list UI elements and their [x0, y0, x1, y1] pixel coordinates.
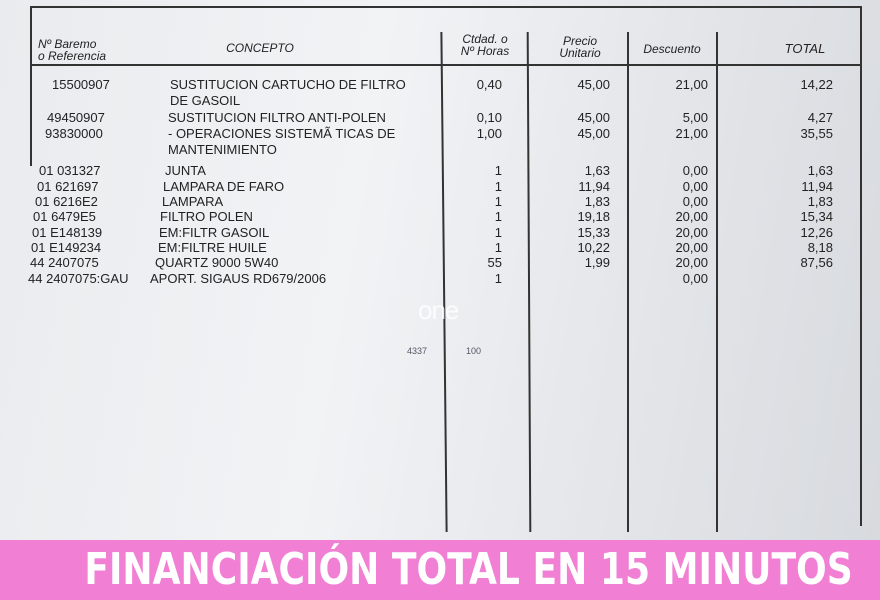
ctdad-cell: 1,00: [476, 126, 502, 141]
precio-cell: 45,00: [577, 110, 610, 125]
header-precio: Precio Unitario: [559, 34, 601, 60]
precio-cell: 11,94: [578, 179, 610, 194]
ref-cell: 01 621697: [37, 179, 99, 194]
precio-cell: 19,18: [577, 209, 610, 224]
concepto-cell: DE GASOIL: [170, 93, 241, 108]
header-descuento: Descuento: [643, 42, 701, 56]
ctdad-cell: 1: [494, 163, 502, 178]
total-cell: 15,34: [800, 209, 833, 224]
total-cell: 1,83: [807, 194, 833, 209]
banner-text: FINANCIACIÓN TOTAL EN 15 MINUTOS: [84, 544, 853, 595]
table-top-border: [30, 6, 862, 8]
invoice-paper: Nº Baremo o Referencia CONCEPTO Ctdad. o…: [0, 0, 880, 540]
concepto-cell: EM:FILTR GASOIL: [159, 225, 270, 240]
descuento-cell: 5,00: [682, 110, 708, 125]
total-cell: 14,22: [800, 77, 833, 92]
descuento-cell: 20,00: [675, 240, 708, 255]
ctdad-cell: 0,40: [476, 77, 502, 92]
ref-cell: 44 2407075: [30, 255, 99, 270]
ref-cell: 01 E149234: [31, 240, 102, 255]
table-right-border: [860, 6, 862, 526]
precio-cell: 45,00: [577, 77, 610, 92]
concepto-cell: LAMPARA: [162, 194, 224, 209]
ctdad-cell: 1: [494, 179, 502, 194]
precio-cell: 10,22: [577, 240, 610, 255]
header-concepto: CONCEPTO: [226, 41, 294, 55]
col-divider: [716, 32, 718, 532]
descuento-cell: 20,00: [675, 225, 708, 240]
total-cell: 11,94: [801, 179, 833, 194]
promo-banner: FINANCIACIÓN TOTAL EN 15 MINUTOS: [0, 540, 880, 600]
ref-cell: 44 2407075:GAU: [28, 271, 129, 286]
concepto-cell: QUARTZ 9000 5W40: [155, 255, 279, 270]
ref-cell: 49450907: [47, 110, 105, 125]
descuento-cell: 0,00: [682, 179, 708, 194]
ctdad-cell: 0,10: [476, 110, 502, 125]
total-cell: 35,55: [800, 126, 833, 141]
ctdad-cell: 1: [494, 194, 502, 209]
col-divider: [526, 31, 531, 533]
ref-cell: 01 E148139: [32, 225, 103, 240]
descuento-cell: 20,00: [675, 209, 708, 224]
header-divider: [30, 64, 862, 66]
ctdad-cell: 55: [487, 255, 502, 270]
concepto-cell: APORT. SIGAUS RD679/2006: [150, 271, 327, 286]
ref-cell: 01 6216E2: [35, 194, 98, 209]
descuento-cell: 0,00: [682, 271, 708, 286]
descuento-cell: 0,00: [682, 194, 708, 209]
precio-cell: 45,00: [577, 126, 610, 141]
ref-cell: 01 6479E5: [33, 209, 96, 224]
ctdad-cell: 1: [494, 225, 502, 240]
ctdad-cell: 1: [494, 271, 502, 286]
precio-cell: 1,99: [584, 255, 610, 270]
watermark-logo: one: [418, 295, 459, 325]
ref-cell: 15500907: [52, 77, 110, 92]
precio-cell: 1,83: [584, 194, 610, 209]
total-cell: 12,26: [800, 225, 833, 240]
precio-cell: 15,33: [577, 225, 610, 240]
descuento-cell: 21,00: [675, 126, 708, 141]
total-cell: 1,63: [807, 163, 833, 178]
descuento-cell: 20,00: [675, 255, 708, 270]
total-cell: 8,18: [807, 240, 833, 255]
concepto-cell: FILTRO POLEN: [160, 209, 253, 224]
concepto-cell: JUNTA: [165, 163, 206, 178]
concepto-cell: SUSTITUCION FILTRO ANTI-POLEN: [168, 110, 386, 125]
ref-cell: 93830000: [45, 126, 103, 141]
concepto-cell: LAMPARA DE FARO: [163, 179, 285, 194]
header-ref: Nº Baremo o Referencia: [38, 37, 107, 63]
descuento-cell: 0,00: [682, 163, 708, 178]
total-cell: 87,56: [800, 255, 833, 270]
concepto-cell: SUSTITUCION CARTUCHO DE FILTRO: [170, 77, 406, 92]
descuento-cell: 21,00: [675, 77, 708, 92]
stamp-number: 4337: [407, 346, 428, 356]
header-total: TOTAL: [784, 41, 826, 56]
concepto-cell: - OPERACIONES SISTEMÃ TICAS DE: [168, 126, 396, 141]
table-left-border: [30, 6, 32, 166]
concepto-cell: EM:FILTRE HUILE: [158, 240, 267, 255]
ctdad-cell: 1: [494, 240, 502, 255]
total-cell: 4,27: [807, 110, 833, 125]
ctdad-cell: 1: [494, 209, 502, 224]
concepto-cell: MANTENIMIENTO: [168, 142, 277, 157]
stamp-number: 100: [466, 346, 482, 356]
precio-cell: 1,63: [584, 163, 610, 178]
header-ctdad: Ctdad. o Nº Horas: [460, 32, 510, 58]
ref-cell: 01 031327: [39, 163, 101, 178]
col-divider: [627, 32, 629, 532]
